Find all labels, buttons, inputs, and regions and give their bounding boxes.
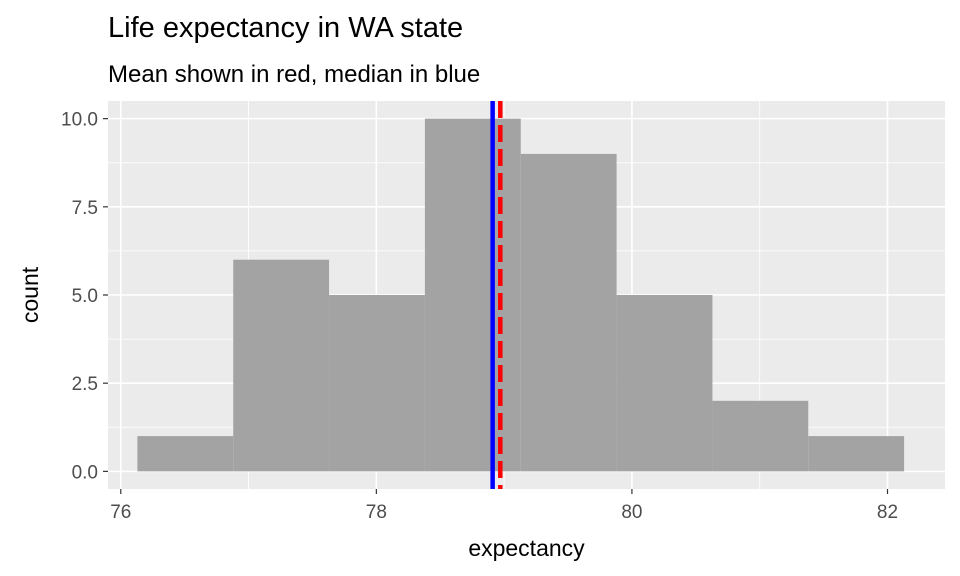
y-tick-label: 10.0: [61, 110, 98, 131]
y-tick-label: 5.0: [72, 286, 98, 307]
x-tick-label: 76: [110, 502, 131, 523]
histogram-bar: [137, 436, 234, 472]
histogram-bar: [424, 118, 521, 472]
axes: 76 78 80 82 0.0 2.5 5.0 7.5 10.0: [61, 110, 898, 523]
histogram-bar: [808, 436, 905, 472]
y-tick-label: 0.0: [72, 462, 98, 483]
histogram-bar: [712, 400, 809, 472]
y-tick-label: 7.5: [72, 198, 98, 219]
chart-subtitle: Mean shown in red, median in blue: [108, 61, 481, 88]
y-axis-title: count: [17, 266, 43, 323]
x-tick-label: 82: [877, 502, 898, 523]
histogram-bar: [233, 259, 330, 472]
x-axis-title: expectancy: [468, 535, 585, 561]
histogram-bars: [137, 118, 905, 472]
reference-lines: [490, 101, 503, 489]
histogram-bar: [616, 295, 713, 472]
chart-title: Life expectancy in WA state: [108, 12, 464, 44]
x-tick-label: 78: [366, 502, 387, 523]
y-tick-label: 2.5: [72, 374, 98, 395]
histogram-bar: [329, 295, 425, 472]
x-tick-label: 80: [621, 502, 642, 523]
histogram-bar: [520, 153, 617, 472]
